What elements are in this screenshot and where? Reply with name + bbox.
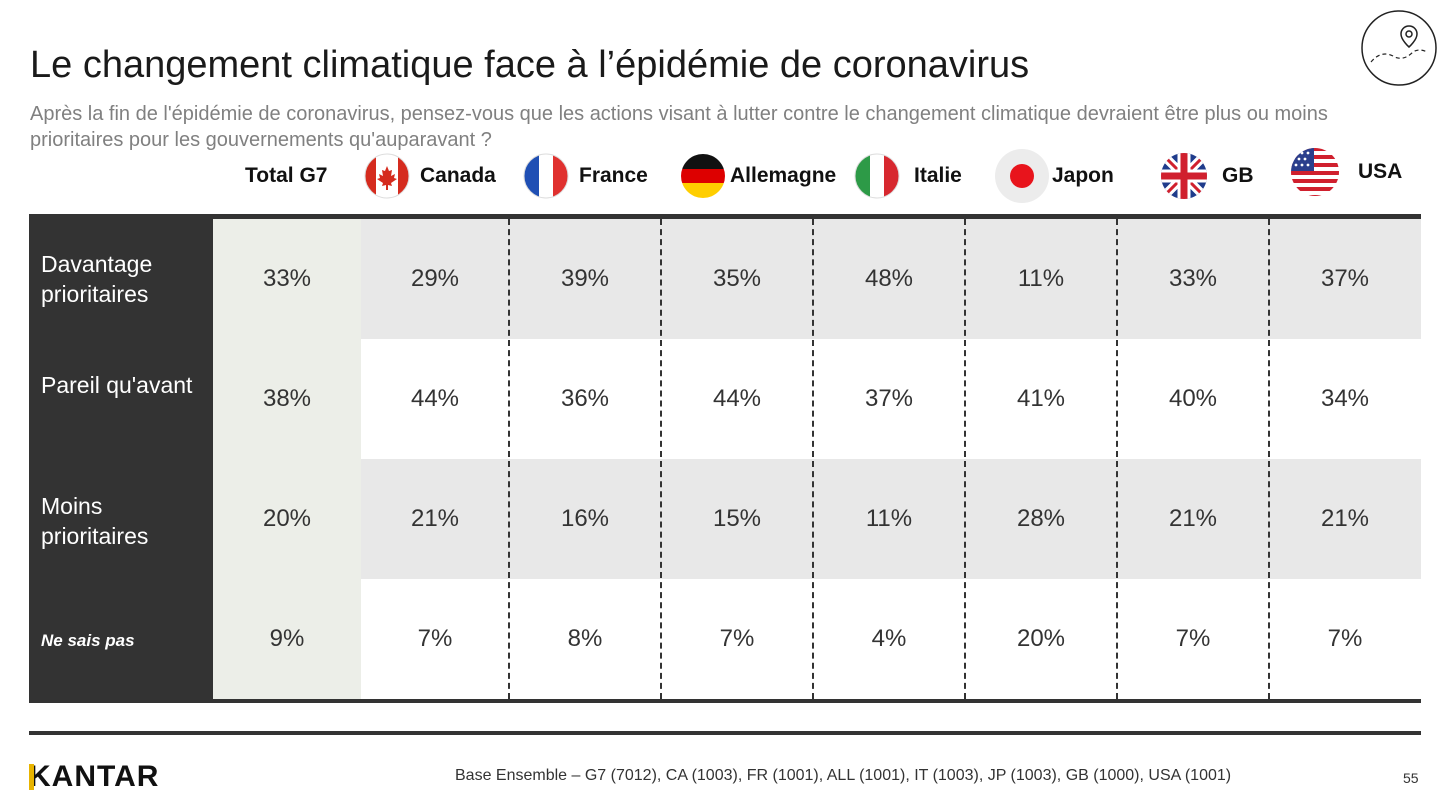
column-header-usa: USA	[1290, 144, 1402, 200]
page-title: Le changement climatique face à l’épidém…	[30, 44, 1030, 86]
canada-flag-icon	[364, 153, 410, 199]
column-divider	[812, 219, 814, 699]
table-cell: 21%	[1168, 505, 1218, 532]
row-label-ne-sais-pas: Ne sais pas	[41, 631, 135, 650]
table-cell: 44%	[410, 385, 460, 412]
table-cell: 37%	[864, 385, 914, 412]
row-band	[361, 459, 1421, 579]
uk-flag-icon	[1160, 152, 1208, 200]
table-cell: 39%	[560, 265, 610, 292]
table-cell: 7%	[1327, 625, 1363, 652]
page-number: 55	[1403, 770, 1419, 786]
column-header-france: France	[523, 148, 648, 204]
table-cell: 4%	[871, 625, 907, 652]
table-cell: 11%	[1017, 265, 1065, 292]
germany-flag-icon	[680, 153, 726, 199]
footer-rule	[29, 731, 1421, 735]
table-cell: 11%	[865, 505, 913, 532]
column-label: France	[579, 164, 648, 187]
table-cell: 7%	[1175, 625, 1211, 652]
table-cell: 21%	[410, 505, 460, 532]
column-header-canada: Canada	[364, 148, 496, 204]
japan-flag-icon	[994, 148, 1050, 204]
column-divider	[508, 219, 510, 699]
column-label: Total G7	[245, 164, 328, 187]
row-label-davantage-prioritaires: Davantage prioritaires	[41, 251, 153, 307]
results-table: Davantage prioritaires Pareil qu'avant M…	[29, 214, 1421, 703]
table-cell: 44%	[712, 385, 762, 412]
table-cell: 8%	[567, 625, 603, 652]
map-pin-icon	[1361, 10, 1437, 86]
column-label: Japon	[1052, 164, 1114, 187]
table-cell: 38%	[262, 385, 312, 412]
table-cell: 7%	[719, 625, 755, 652]
column-label: Canada	[420, 164, 496, 187]
table-cell: 20%	[262, 505, 312, 532]
row-label-moins-prioritaires: Moins prioritaires	[41, 493, 149, 549]
table-cell: 36%	[560, 385, 610, 412]
column-header-total-g7: Total G7	[245, 148, 327, 204]
table-bottom-rule	[29, 699, 1421, 703]
column-header-italie: Italie	[854, 148, 962, 204]
table-cell: 16%	[560, 505, 610, 532]
kantar-logo: KANTAR	[29, 760, 160, 793]
column-header-allemagne: Allemagne	[680, 148, 836, 204]
table-cell: 41%	[1016, 385, 1066, 412]
table-cell: 20%	[1016, 625, 1066, 652]
table-cell: 33%	[262, 265, 312, 292]
table-cell: 15%	[712, 505, 762, 532]
page-subtitle: Après la fin de l'épidémie de coronaviru…	[30, 103, 1328, 151]
france-flag-icon	[523, 153, 569, 199]
column-label: GB	[1222, 164, 1254, 187]
table-cell: 34%	[1320, 385, 1370, 412]
table-cell: 7%	[417, 625, 453, 652]
row-band	[361, 219, 1421, 339]
table-cell: 9%	[269, 625, 305, 652]
base-note: Base Ensemble – G7 (7012), CA (1003), FR…	[455, 767, 1232, 784]
italy-flag-icon	[854, 153, 900, 199]
column-header-gb: GB	[1160, 148, 1254, 204]
column-divider	[1268, 219, 1270, 699]
column-header-japon: Japon	[994, 148, 1114, 204]
table-cell: 37%	[1320, 265, 1370, 292]
table-cell: 48%	[864, 265, 914, 292]
table-cell: 29%	[410, 265, 460, 292]
column-label: Allemagne	[730, 164, 837, 187]
table-cell: 40%	[1168, 385, 1218, 412]
table-cell: 35%	[712, 265, 762, 292]
table-cell: 33%	[1168, 265, 1218, 292]
column-divider	[964, 219, 966, 699]
column-divider	[1116, 219, 1118, 699]
column-label: Italie	[914, 164, 962, 187]
kantar-logo-accent	[29, 764, 34, 790]
column-label: USA	[1358, 160, 1403, 183]
table-cell: 21%	[1320, 505, 1370, 532]
table-cell: 28%	[1016, 505, 1066, 532]
column-divider	[660, 219, 662, 699]
row-label-pareil-quavant: Pareil qu'avant	[41, 372, 193, 398]
usa-flag-icon	[1290, 147, 1340, 197]
table-top-rule	[29, 214, 1421, 219]
total-column-background	[213, 219, 361, 699]
row-label-column	[29, 219, 213, 699]
